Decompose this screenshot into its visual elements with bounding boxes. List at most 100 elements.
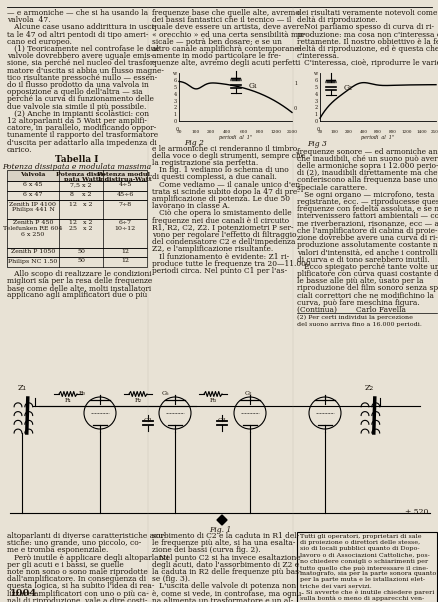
Text: Allo scopo di realizzare le condizioni: Allo scopo di realizzare le condizioni [7,270,151,278]
Text: 100: 100 [191,129,199,134]
Text: 1200: 1200 [401,129,411,134]
Text: deltà di riproduzione.: deltà di riproduzione. [297,16,377,24]
Text: se (fig. 3).: se (fig. 3). [152,575,190,583]
Text: 0: 0 [314,119,317,124]
Text: del suono arriva fino a 16.000 periodi.: del suono arriva fino a 16.000 periodi. [297,321,421,327]
Text: me e tromba esponenziale.: me e tromba esponenziale. [7,547,108,554]
Text: le frequenze più alte, si ha una esalta-: le frequenze più alte, si ha una esalta- [152,539,295,547]
Text: 200: 200 [344,129,352,134]
Text: quenze alte, avremo degli acuti perfetti: quenze alte, avremo degli acuti perfetti [152,60,300,67]
Text: matografo, sia per la parte sonora quanto: matografo, sia per la parte sonora quant… [299,571,435,576]
Text: lavoro o di Associazioni Cattoliche, pos-: lavoro o di Associazioni Cattoliche, pos… [299,553,429,557]
Text: frequenze base che quelle alte, avremo: frequenze base che quelle alte, avremo [152,9,299,17]
Text: Fig 2: Fig 2 [184,138,203,147]
Text: 400: 400 [223,129,231,134]
Text: del condensatore C2 e dell'impedenza: del condensatore C2 e dell'impedenza [152,238,295,246]
Text: deltà di riproduzione, ed è questa che: deltà di riproduzione, ed è questa che [297,45,438,53]
Text: sio di locali pubblici quanto di Dopo-: sio di locali pubblici quanto di Dopo- [299,547,419,551]
Text: conferiscono alla frequenza base uno: conferiscono alla frequenza base uno [297,176,436,184]
Text: cano ed europeo.: cano ed europeo. [7,38,72,46]
Text: 0: 0 [175,126,178,132]
Text: + 520: + 520 [404,508,427,516]
Text: G₂: G₂ [343,84,352,92]
Text: Ecco spiegato perché tante volte un am-: Ecco spiegato perché tante volte un am- [297,263,438,271]
Text: tico risultante pressoché nullo — essen-: tico risultante pressoché nullo — essen- [7,74,157,82]
Text: R₃: R₃ [209,398,216,403]
Text: Zenith P 1050: Zenith P 1050 [11,249,55,254]
Text: frequenze sonore — ed armoniche an-: frequenze sonore — ed armoniche an- [297,147,438,155]
Text: Il funzionamento è evidente: Z1 ri-: Il funzionamento è evidente: Z1 ri- [152,253,289,261]
Text: Però inutile è applicare degli altoparlanti: Però inutile è applicare degli altoparla… [7,554,168,562]
Text: 45÷6: 45÷6 [116,192,133,197]
Text: Potenza dissi-
pata Watt: Potenza dissi- pata Watt [56,172,106,182]
Text: Ciò che opera lo smistamento delle: Ciò che opera lo smistamento delle [152,209,291,217]
Text: stiche: uno grande, uno piccolo, co-: stiche: uno grande, uno piccolo, co- [7,539,141,547]
Text: 7,5 x 2: 7,5 x 2 [70,182,92,187]
Text: 12   x 2: 12 x 2 [69,202,92,206]
Text: dall'amplificatore. In conseguenza di: dall'amplificatore. In conseguenza di [7,575,146,583]
Text: altoparlanti di diverse caratteristiche acu-: altoparlanti di diverse caratteristiche … [7,532,165,540]
Text: 200: 200 [207,129,215,134]
Text: amplificazione di potenza. Le due 50: amplificazione di potenza. Le due 50 [152,195,290,203]
Text: due valvole sia simile il più possibile.: due valvole sia simile il più possibile. [7,102,146,111]
Text: produzione assolutamente costante nei: produzione assolutamente costante nei [297,241,438,249]
Text: catore, in parallelo, modificando oppor-: catore, in parallelo, modificando oppor- [7,124,156,132]
Text: Z₂: Z₂ [364,384,373,392]
Text: (1) Teoricamente nel controfase le due: (1) Teoricamente nel controfase le due [7,45,159,53]
Text: trata si scinde subito dopo la 47 di pre-: trata si scinde subito dopo la 47 di pre… [152,188,299,196]
Text: 800: 800 [373,129,381,134]
Text: 2: 2 [314,105,317,110]
Text: le basse alle più alte, usato per la: le basse alle più alte, usato per la [297,277,423,285]
Text: sicale — potrà ben dosare; e se un: sicale — potrà ben dosare; e se un [152,38,281,46]
Text: — e armoniche — che si ha usando la: — e armoniche — che si ha usando la [7,9,148,17]
Text: 12: 12 [121,258,129,264]
Text: Potenza modul.
Indistirua-Watt: Potenza modul. Indistirua-Watt [97,172,152,182]
Text: perché la curva di funzionamento delle: perché la curva di funzionamento delle [7,95,154,104]
Text: 6 x 45: 6 x 45 [23,182,42,187]
Text: w: w [313,71,317,76]
Text: speciale carattere.: speciale carattere. [297,184,367,191]
Text: applicano agli amplificatori due o più: applicano agli amplificatori due o più [7,291,147,299]
Text: degli acuti, dato l'assorbimento di Z2 e: degli acuti, dato l'assorbimento di Z2 e [152,561,298,569]
Text: 0: 0 [316,126,319,132]
Text: valori d'intensità, ed anche i controlli: valori d'intensità, ed anche i controlli [297,249,436,256]
Text: 4÷5: 4÷5 [118,182,131,187]
Text: In fig. 1 vediamo lo schema di uno: In fig. 1 vediamo lo schema di uno [152,166,288,174]
Text: 0: 0 [293,106,297,111]
Text: Tutti gli operatori, proprietari di sale: Tutti gli operatori, proprietari di sale [299,534,420,539]
Text: 5: 5 [173,85,177,90]
Text: 6: 6 [173,78,177,83]
Text: delle armoniche sopra i 12.000 perio-: delle armoniche sopra i 12.000 perio- [297,162,438,170]
Text: carico.: carico. [7,146,32,154]
Text: questa logica, si ha subito l'idea di rea-: questa logica, si ha subito l'idea di re… [7,582,154,591]
Text: dei risultati veramente notevoli come fe-: dei risultati veramente notevoli come fe… [297,9,438,17]
Text: Tabella I: Tabella I [55,155,99,164]
Text: R₁: R₁ [64,398,71,403]
Text: che inaudibili, ché un suono può avere: che inaudibili, ché un suono può avere [297,155,438,163]
Text: matore d'uscita si abbia un flusso magne-: matore d'uscita si abbia un flusso magne… [7,67,163,75]
Text: sorbimento di C2 e la caduta in R1 del-: sorbimento di C2 e la caduta in R1 del- [152,532,298,540]
Text: Se ogni organo — microfono, testa: Se ogni organo — microfono, testa [297,191,434,199]
Text: e le armoniche ci renderanno il timbro: e le armoniche ci renderanno il timbro [152,144,297,152]
Text: 3: 3 [314,99,317,104]
Bar [7,181,147,190]
Text: Zenith P 450
Telefunken RE 604
6 x 250: Zenith P 450 Telefunken RE 604 6 x 250 [3,220,63,237]
Text: 50: 50 [176,129,181,134]
Text: lavorano in classe A.: lavorano in classe A. [152,202,230,210]
Text: me riverberazioni, risonanze, ecc — an-: me riverberazioni, risonanze, ecc — an- [297,220,438,228]
Text: 1200: 1200 [270,129,281,134]
Text: 2500: 2500 [430,129,438,134]
Text: tutto quello che può interessare il cine-: tutto quello che può interessare il cine… [299,565,427,571]
Text: Alcune case usano addirittura in usci-: Alcune case usano addirittura in usci- [7,23,156,31]
Text: d'uscita per adattarlo alla impedenza di: d'uscita per adattarlo alla impedenza di [7,138,156,147]
Text: 800: 800 [388,129,396,134]
Text: 4: 4 [314,92,317,97]
Text: registrante, ecc. — riproducesse queste: registrante, ecc. — riproducesse queste [297,198,438,206]
Bar [7,170,147,181]
Text: w: w [173,71,177,76]
Text: migliori sia per la resa delle frequenze: migliori sia per la resa delle frequenze [7,277,152,285]
Text: 50: 50 [77,249,85,254]
Text: 12 altoparlanti da 5 Watt per amplifi-: 12 altoparlanti da 5 Watt per amplifi- [7,117,147,125]
Text: valvole dovrebbero avere uguale emis-: valvole dovrebbero avere uguale emis- [7,52,153,60]
Text: no chiedere consigli o schiarimenti per: no chiedere consigli o schiarimenti per [299,559,427,564]
